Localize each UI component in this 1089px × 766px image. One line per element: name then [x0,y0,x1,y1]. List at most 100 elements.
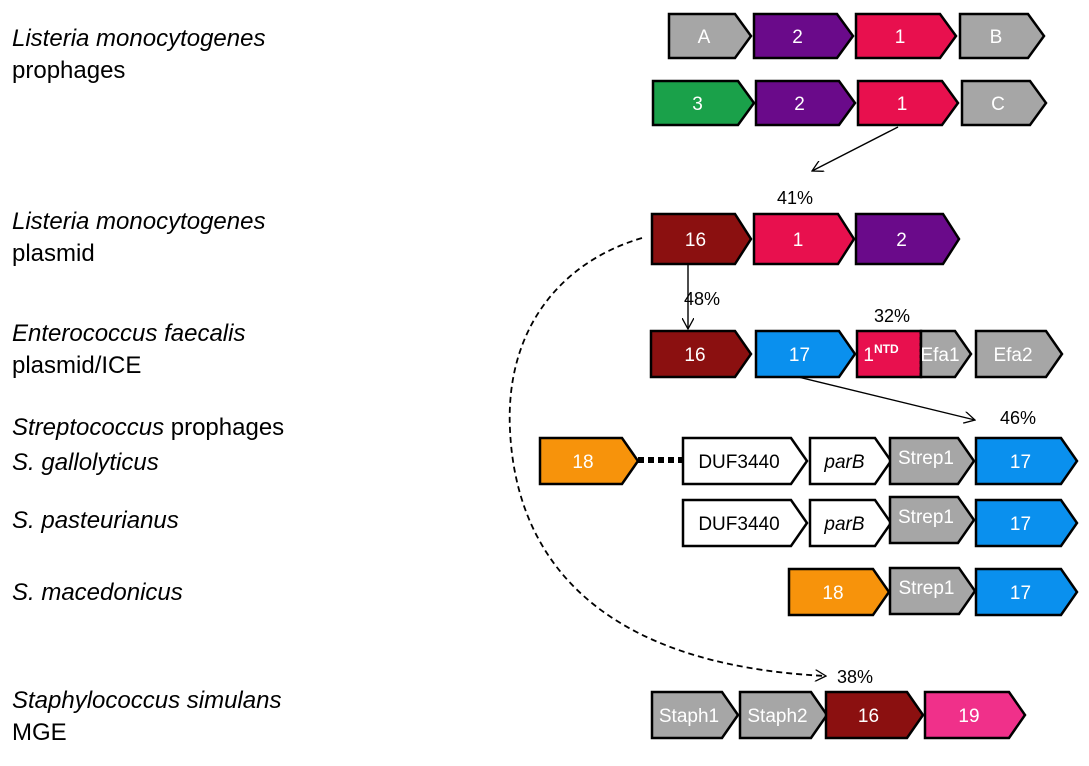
gene-label: Strep1 [899,578,955,599]
gene-arrow-shape [752,12,855,60]
gene-label: 3 [692,94,703,115]
gene-lm-pro1-2: 2 [752,12,855,60]
organism-label: Listeria monocytogenes [12,208,265,235]
organism-label: Listeria monocytogenes [12,25,265,52]
gene-sm-17: 17 [974,567,1079,617]
gene-label: 1 [793,230,804,251]
gene-lm-pro2-C: C [960,79,1048,127]
gene-sm-18: 18 [787,567,891,617]
identity-labels: 41% 48% 32% 46% 38% [684,188,1036,687]
gene-sp-strep1: Strep1 [888,495,976,545]
gene-arrow-shape [888,495,976,545]
gene-arrow-shape [667,12,753,60]
gene-arrow-shape [854,12,958,60]
genes: A 2 1 B 3 2 1 C 16 1 2 16 17 1NTD Efa1 Efa2 18 DUF3440 par… [538,12,1079,740]
gene-arrow-shape [738,690,829,740]
gene-label: 17 [1010,514,1031,535]
gene-arrow-shape [681,436,809,486]
gene-arrow-shape [974,329,1064,379]
gene-ef-17: 17 [754,329,857,379]
gene-label: 19 [958,706,979,727]
gene-arrow-shape [888,566,977,616]
connectors [508,126,975,676]
gene-arrow-shape [854,212,961,266]
gene-label: Efa2 [993,345,1032,366]
gene-lm-pro1-1: 1 [854,12,958,60]
gene-label: 17 [789,345,810,366]
gene-arrow-shape [754,329,857,379]
gene-ss-staph1: Staph1 [650,690,740,740]
gene-label: Strep1 [898,507,954,528]
gene-label: 16 [858,706,879,727]
gene-ss-19: 19 [923,690,1027,740]
gene-label: Efa1 [920,345,959,366]
percent-identity-label: 46% [1000,408,1036,428]
organism-label-line2: plasmid [12,240,95,267]
percent-identity-label: 38% [837,667,873,687]
dashed-arrow-lm16-to-ss16 [508,237,826,676]
gene-label: 1 [897,94,908,115]
gene-lm-pro2-3: 3 [651,79,756,127]
organism-labels: Listeria monocytogenes prophages Listeria … [12,25,284,746]
gene-label: 2 [792,27,803,48]
gene-label: 17 [1010,452,1031,473]
gene-arrow-shape [974,498,1079,548]
gene-label: 16 [685,230,706,251]
organism-label: S. pasteurianus [12,507,179,534]
gene-arrow-shape [824,690,925,740]
gene-sg-17: 17 [974,436,1079,486]
gene-lm-pla-2: 2 [854,212,961,266]
gene-arrow-shape [650,690,740,740]
gene-arrow-shape [808,498,893,548]
gene-label: 16 [684,345,705,366]
gene-sp-duf: DUF3440 [681,498,809,548]
gene-arrow-shape [919,329,973,379]
gene-sg-strep1: Strep1 [888,436,976,486]
gene-label: 2 [896,230,907,251]
gene-sp-parb: parB [808,498,893,548]
gene-label: A [698,27,711,48]
percent-identity-label: 41% [777,188,813,208]
gene-sg-duf: DUF3440 [681,436,809,486]
gene-label: parB [823,514,864,535]
gene-sm-strep1: Strep1 [888,566,977,616]
gene-ef-efa2: Efa2 [974,329,1064,379]
gene-label: 1 [895,27,906,48]
gene-arrow-shape [888,436,976,486]
gene-label: Staph1 [659,706,719,727]
organism-label: S. gallolyticus [12,449,159,476]
gene-arrow-shape [754,79,857,127]
gene-ef-efa1: Efa1 [919,329,973,379]
organism-label: Staphylococcus simulans [12,687,281,714]
arrow-ef17-to-strep17 [789,374,975,420]
organism-label-line2: plasmid/ICE [12,352,141,379]
gene-lm-pro2-1: 1 [856,79,960,127]
gene-arrow-shape [974,436,1079,486]
organism-label: Streptococcus prophages [12,414,284,441]
gene-arrow-shape [650,212,753,266]
gene-lm-pro1-B: B [958,12,1046,60]
gene-arrow-shape [974,567,1079,617]
gene-ef-16: 16 [649,329,753,379]
gene-sg-18: 18 [538,436,640,486]
organism-label-line2: MGE [12,719,67,746]
organism-label: Enterococcus faecalis [12,320,245,347]
gene-label: DUF3440 [698,514,779,535]
arrow-prophage-to-plasmid [812,126,899,171]
gene-arrow-shape [651,79,756,127]
gene-label: 18 [572,452,593,473]
gene-ef-1ntd: 1NTD [855,329,923,379]
gene-ss-staph2: Staph2 [738,690,829,740]
gene-lm-pro1-A: A [667,12,753,60]
gene-arrow-shape [960,79,1048,127]
gene-arrow-shape [538,436,640,486]
gene-label: 17 [1010,583,1031,604]
gene-lm-pla-1: 1 [752,212,856,266]
gene-arrow-shape [923,690,1027,740]
gene-label: C [991,94,1005,115]
gene-arrow-shape [752,212,856,266]
gene-label: Strep1 [898,448,954,469]
gene-arrow-shape [649,329,753,379]
gene-arrow-shape [787,567,891,617]
gene-lm-pla-16: 16 [650,212,753,266]
